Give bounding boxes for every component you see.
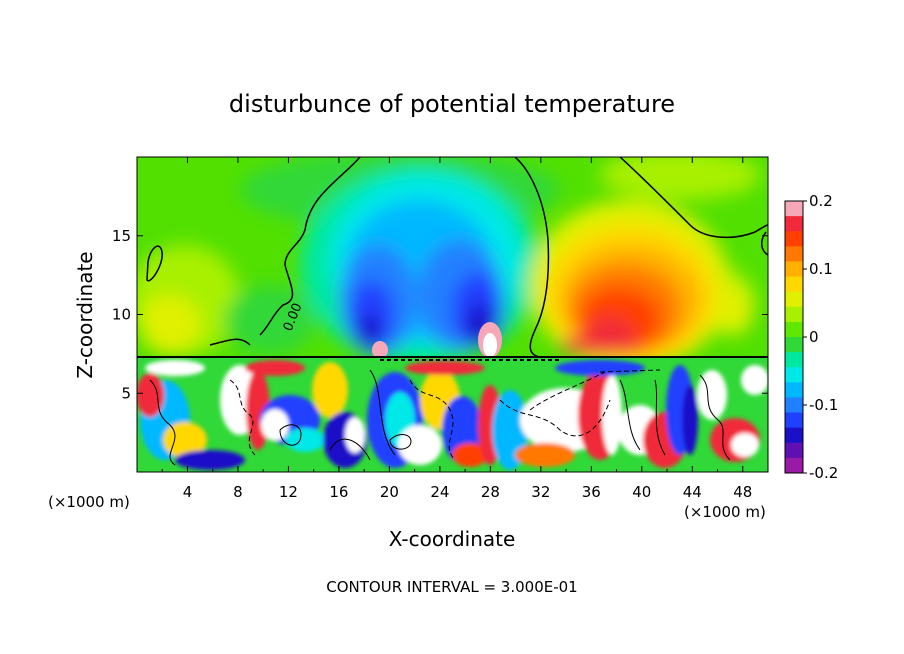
- colorbar-swatch: [785, 337, 803, 353]
- colorbar-swatch: [785, 367, 803, 383]
- colorbar-swatch: [785, 276, 803, 293]
- upper-field: [137, 157, 760, 357]
- x-tick-label: 4: [183, 483, 193, 501]
- colorbar-swatch: [785, 321, 803, 338]
- colorbar-swatch: [785, 291, 803, 308]
- colorbar-swatch: [785, 201, 803, 217]
- x-tick-label: 44: [683, 483, 702, 501]
- x-tick-label: 48: [733, 483, 752, 501]
- colorbar-swatch: [785, 352, 803, 368]
- x-unit-label: (×1000 m): [48, 493, 130, 511]
- chart-title: disturbunce of potential temperature: [229, 90, 675, 118]
- upper-contours: [146, 157, 768, 358]
- z-tick-label: 10: [112, 306, 131, 324]
- contour-interval-footer: CONTOUR INTERVAL = 3.000E-01: [326, 578, 577, 596]
- colorbar-tick-label: -0.1: [809, 396, 838, 414]
- colorbar: 0.2 0.1 0 -0.1 -0.2: [784, 192, 838, 482]
- colorbar-swatch: [785, 412, 803, 429]
- x-tick-label: 12: [279, 483, 298, 501]
- colorbar-swatch: [785, 427, 803, 444]
- z-axis: 5 10 15: [112, 227, 768, 402]
- colorbar-tick-label: 0.2: [809, 192, 833, 210]
- colorbar-swatch: [785, 216, 803, 232]
- y-axis-label: Z-coordinate: [73, 251, 97, 378]
- x-tick-label: 36: [582, 483, 601, 501]
- colorbar-tick-label: 0: [809, 328, 819, 346]
- x-axis: 4 8 12 16 20 24 28 32 36 40 44 48: [161, 157, 752, 501]
- x-axis-label: X-coordinate: [389, 527, 516, 551]
- x-tick-label: 28: [481, 483, 500, 501]
- colorbar-swatch: [785, 246, 803, 262]
- colorbar-swatch: [785, 382, 803, 398]
- x-tick-label: 40: [632, 483, 651, 501]
- colorbar-swatch: [785, 261, 803, 278]
- x-tick-label: 8: [233, 483, 243, 501]
- lower-contours: [149, 369, 731, 466]
- plot-area: 0.00: [137, 157, 768, 472]
- x-tick-label: 32: [531, 483, 550, 501]
- colorbar-swatch: [785, 397, 803, 414]
- z-unit-label: (×1000 m): [684, 503, 766, 521]
- colorbar-tick-label: 0.1: [809, 260, 833, 278]
- colorbar-swatch: [785, 457, 803, 474]
- colorbar-swatch: [785, 306, 803, 323]
- x-tick-label: 16: [329, 483, 348, 501]
- lower-field: [137, 357, 768, 472]
- x-tick-label: 24: [430, 483, 449, 501]
- z-tick-label: 5: [121, 384, 131, 402]
- colorbar-tick-label: -0.2: [809, 464, 838, 482]
- colorbar-swatch: [785, 442, 803, 459]
- colorbar-swatch: [785, 231, 803, 247]
- x-tick-label: 20: [380, 483, 399, 501]
- z-tick-label: 15: [112, 227, 131, 245]
